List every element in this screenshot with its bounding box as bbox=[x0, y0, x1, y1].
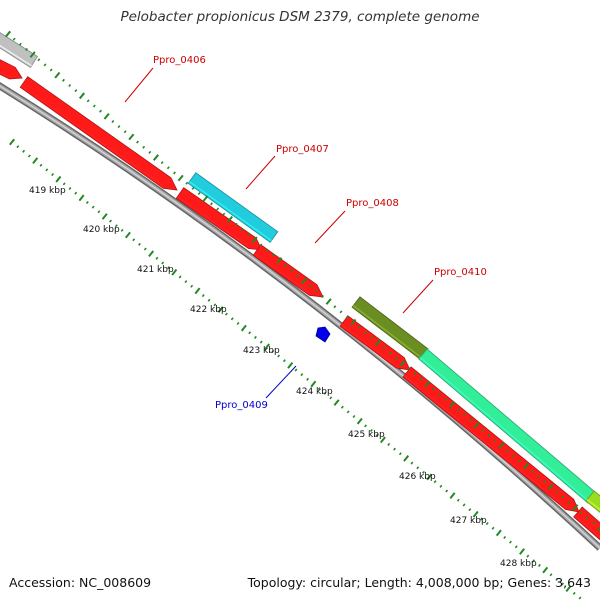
cds-grey[interactable] bbox=[0, 29, 39, 69]
tick-label: 424 kbp bbox=[296, 387, 333, 397]
outer-scale-ring bbox=[4, 30, 600, 532]
cds-ppro-0407[interactable] bbox=[187, 172, 279, 243]
gene-label[interactable]: Ppro_0409 bbox=[215, 400, 268, 411]
gene-ppro-0407[interactable] bbox=[175, 187, 263, 251]
gene-label[interactable]: Ppro_0408 bbox=[346, 198, 399, 209]
gene-label[interactable]: Ppro_0410 bbox=[434, 267, 487, 278]
gene-label[interactable]: Ppro_0407 bbox=[276, 144, 329, 155]
gene-ppro-0411[interactable] bbox=[402, 366, 580, 513]
inner-scale-ring bbox=[9, 138, 582, 600]
cds-ppro-0411[interactable] bbox=[418, 348, 597, 504]
gene-ppro-0412[interactable] bbox=[573, 506, 600, 545]
cds-lime[interactable] bbox=[585, 490, 600, 517]
genome-summary-text: Topology: circular; Length: 4,008,000 bp… bbox=[247, 575, 591, 590]
tick-label: 420 kbp bbox=[83, 225, 120, 235]
tick-label: 421 kbp bbox=[137, 265, 174, 275]
misc-feature-ppro-0409[interactable] bbox=[315, 326, 331, 343]
tick-label: 426 kbp bbox=[399, 472, 436, 482]
map-title: Pelobacter propionicus DSM 2379, complet… bbox=[120, 9, 480, 25]
tick-label: 419 kbp bbox=[29, 186, 66, 196]
tick-label: 427 kbp bbox=[450, 516, 487, 526]
genome-backbone bbox=[0, 82, 600, 551]
tick-label: 428 kbp bbox=[500, 559, 537, 569]
gene-ppro-0408[interactable] bbox=[252, 244, 324, 298]
gene-ppro-0405[interactable] bbox=[0, 56, 23, 80]
tick-label: 423 kbp bbox=[243, 346, 280, 356]
tick-label: 425 kbp bbox=[348, 430, 385, 440]
gene-label-leaders bbox=[124, 67, 434, 399]
accession-text: Accession: NC_008609 bbox=[9, 575, 152, 590]
tick-label: 422 kbp bbox=[190, 305, 227, 315]
gene-label[interactable]: Ppro_0406 bbox=[153, 55, 206, 66]
cds-ppro-0410[interactable] bbox=[351, 296, 429, 360]
gene-ppro-0406[interactable] bbox=[19, 76, 178, 191]
